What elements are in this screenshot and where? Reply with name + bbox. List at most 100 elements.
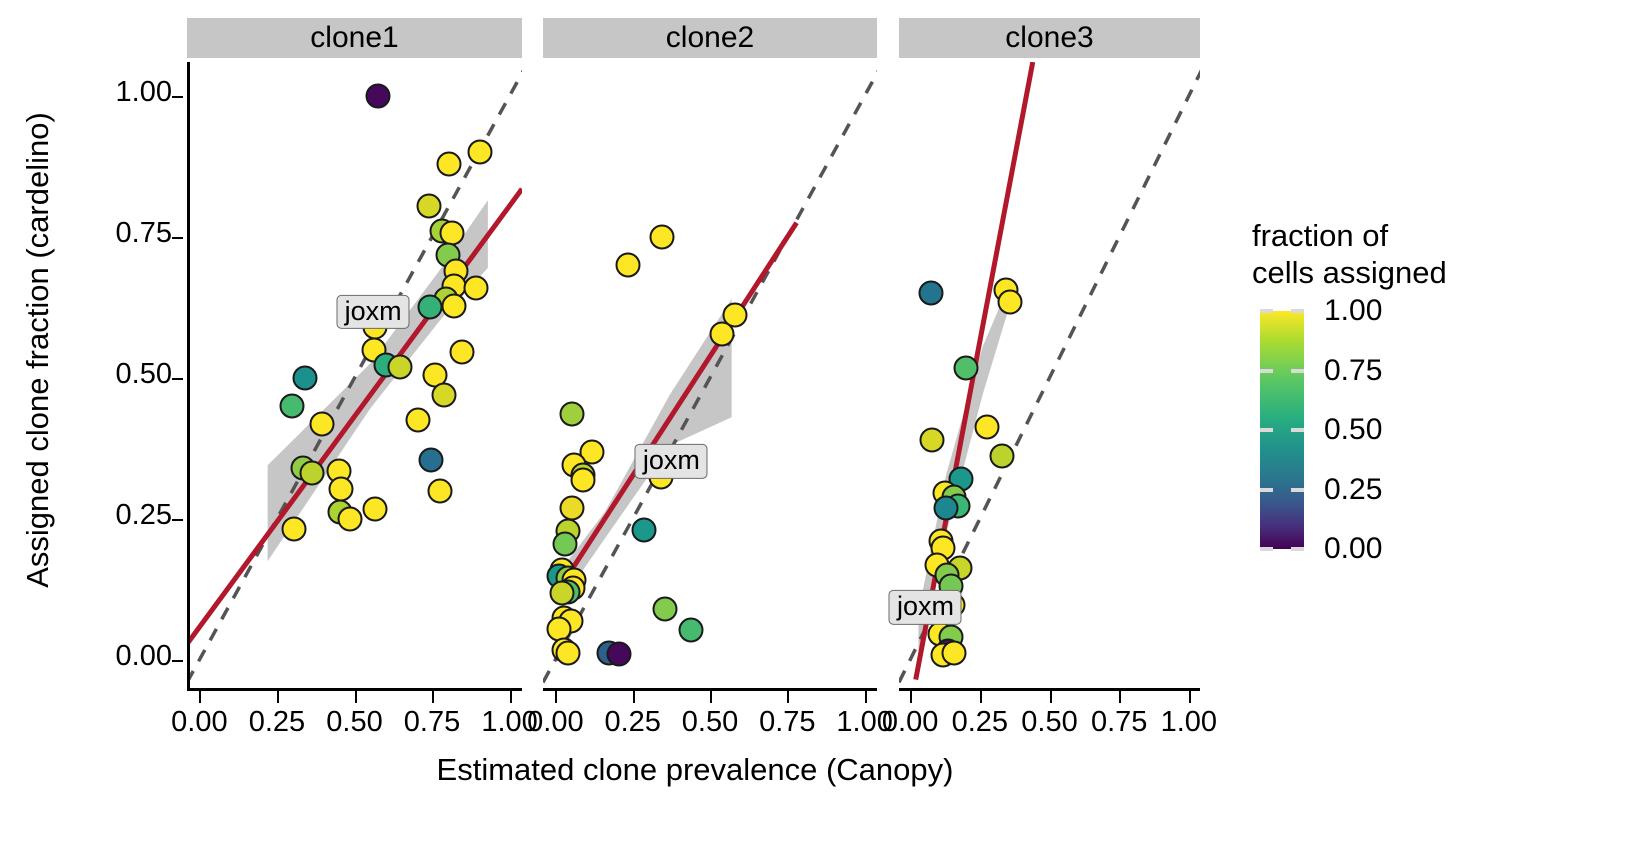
data-point [615,252,641,278]
colorbar-tick-mark [1291,547,1304,552]
x-tick-mark [509,691,512,703]
colorbar-tick-label: 0.50 [1324,413,1383,447]
data-point [439,220,465,246]
legend: fraction of cells assigned 1.00 0.75 0.50 0… [1252,218,1622,565]
y-tick-mark [172,659,183,662]
colorbar-tick-mark [1291,309,1304,314]
regression-line [553,221,799,597]
data-point [281,516,307,542]
data-point [918,280,944,306]
data-point [549,580,575,606]
data-point [953,355,979,381]
colorbar-tick-mark [1260,547,1273,552]
x-tick-label: 1.00 [481,706,538,738]
data-point [449,339,474,365]
x-tick-label: 0.75 [759,706,816,738]
point-annotation-joxm: joxm [888,590,962,625]
regression-line [187,187,522,646]
data-point [606,641,632,667]
x-tick-mark [910,691,913,703]
data-point [467,139,493,165]
legend-title: fraction of cells assigned [1252,218,1447,290]
data-point [631,517,656,543]
data-point [552,531,578,557]
x-tick-label: 0.50 [1021,706,1078,738]
colorbar-tick-mark [1260,309,1273,314]
y-tick-label: 0.50 [115,357,172,390]
data-point [678,617,704,643]
data-point [559,401,585,427]
point-annotation-joxm: joxm [634,444,708,479]
data-point [362,496,388,522]
data-point [570,467,596,493]
x-tick-label: 0.00 [527,706,584,738]
y-tick-mark [172,236,183,239]
colorbar-tick-label: 0.75 [1324,353,1383,387]
data-point [431,382,457,408]
x-tick-mark [787,691,790,703]
y-tick-mark [172,518,183,521]
data-point [441,293,467,319]
data-point [427,478,453,504]
x-tick-label: 1.00 [836,706,893,738]
panel-clone1: joxm [187,62,522,688]
legend-colorbar-body: 1.00 0.75 0.50 0.25 0.00 [1252,294,1622,565]
data-point [418,447,444,473]
data-point [933,495,959,521]
y-tick-mark [172,95,183,98]
colorbar-tick-mark [1291,487,1304,492]
data-point [649,224,675,250]
colorbar-tick-mark [1260,428,1273,433]
x-tick-mark [1049,691,1052,703]
y-tick-mark [172,377,183,380]
x-tick-mark [276,691,279,703]
colorbar-tick-label: 0.25 [1324,472,1383,506]
data-point [579,439,605,465]
x-axis-line [187,688,522,691]
data-point [365,83,391,109]
facet-strip-clone2: clone2 [543,18,877,58]
data-point [997,289,1023,315]
x-tick-label: 0.00 [881,706,939,738]
data-point [974,414,1000,440]
x-tick-label: 0.25 [604,706,661,738]
data-point [463,275,489,301]
plot-geometry-layer [543,69,877,684]
y-axis-tick-labels: 0.00 0.25 0.50 0.75 1.00 [60,0,172,700]
x-tick-label: 0.25 [248,706,306,738]
data-point [989,443,1015,469]
facet-strip-label: clone3 [1005,21,1094,54]
x-axis-line [543,688,877,691]
x-tick-label: 0.75 [403,706,461,738]
data-point [652,596,678,622]
data-point [292,365,318,391]
x-tick-mark [864,691,867,703]
confidence-band [918,284,1010,655]
point-annotation-joxm: joxm [336,294,410,329]
y-tick-label: 0.00 [115,639,172,672]
colorbar-tick-label: 1.00 [1324,294,1383,328]
x-tick-label: 0.75 [1090,706,1148,738]
data-point [555,640,581,666]
data-point [299,460,325,486]
y-tick-label: 0.75 [115,216,172,249]
data-point [328,476,354,502]
facet-strip-clone1: clone1 [187,18,522,58]
colorbar-tick-label: 0.00 [1324,532,1383,566]
panel-clone2: joxm [543,62,877,688]
colorbar-tick-mark [1260,368,1273,373]
x-tick-mark [199,691,202,703]
data-point [709,321,735,347]
x-tick-label: 0.50 [326,706,383,738]
x-axis-line [899,688,1200,691]
y-tick-label: 0.25 [115,498,172,531]
data-point [436,151,462,176]
x-tick-mark [710,691,712,703]
facet-strip-clone3: clone3 [899,18,1200,58]
x-tick-mark [555,691,558,703]
colorbar-tick-mark [1260,487,1273,492]
colorbar-tick-mark [1291,368,1304,373]
data-point [417,294,443,320]
x-tick-label: 1.00 [1160,706,1218,738]
x-tick-mark [432,691,435,703]
